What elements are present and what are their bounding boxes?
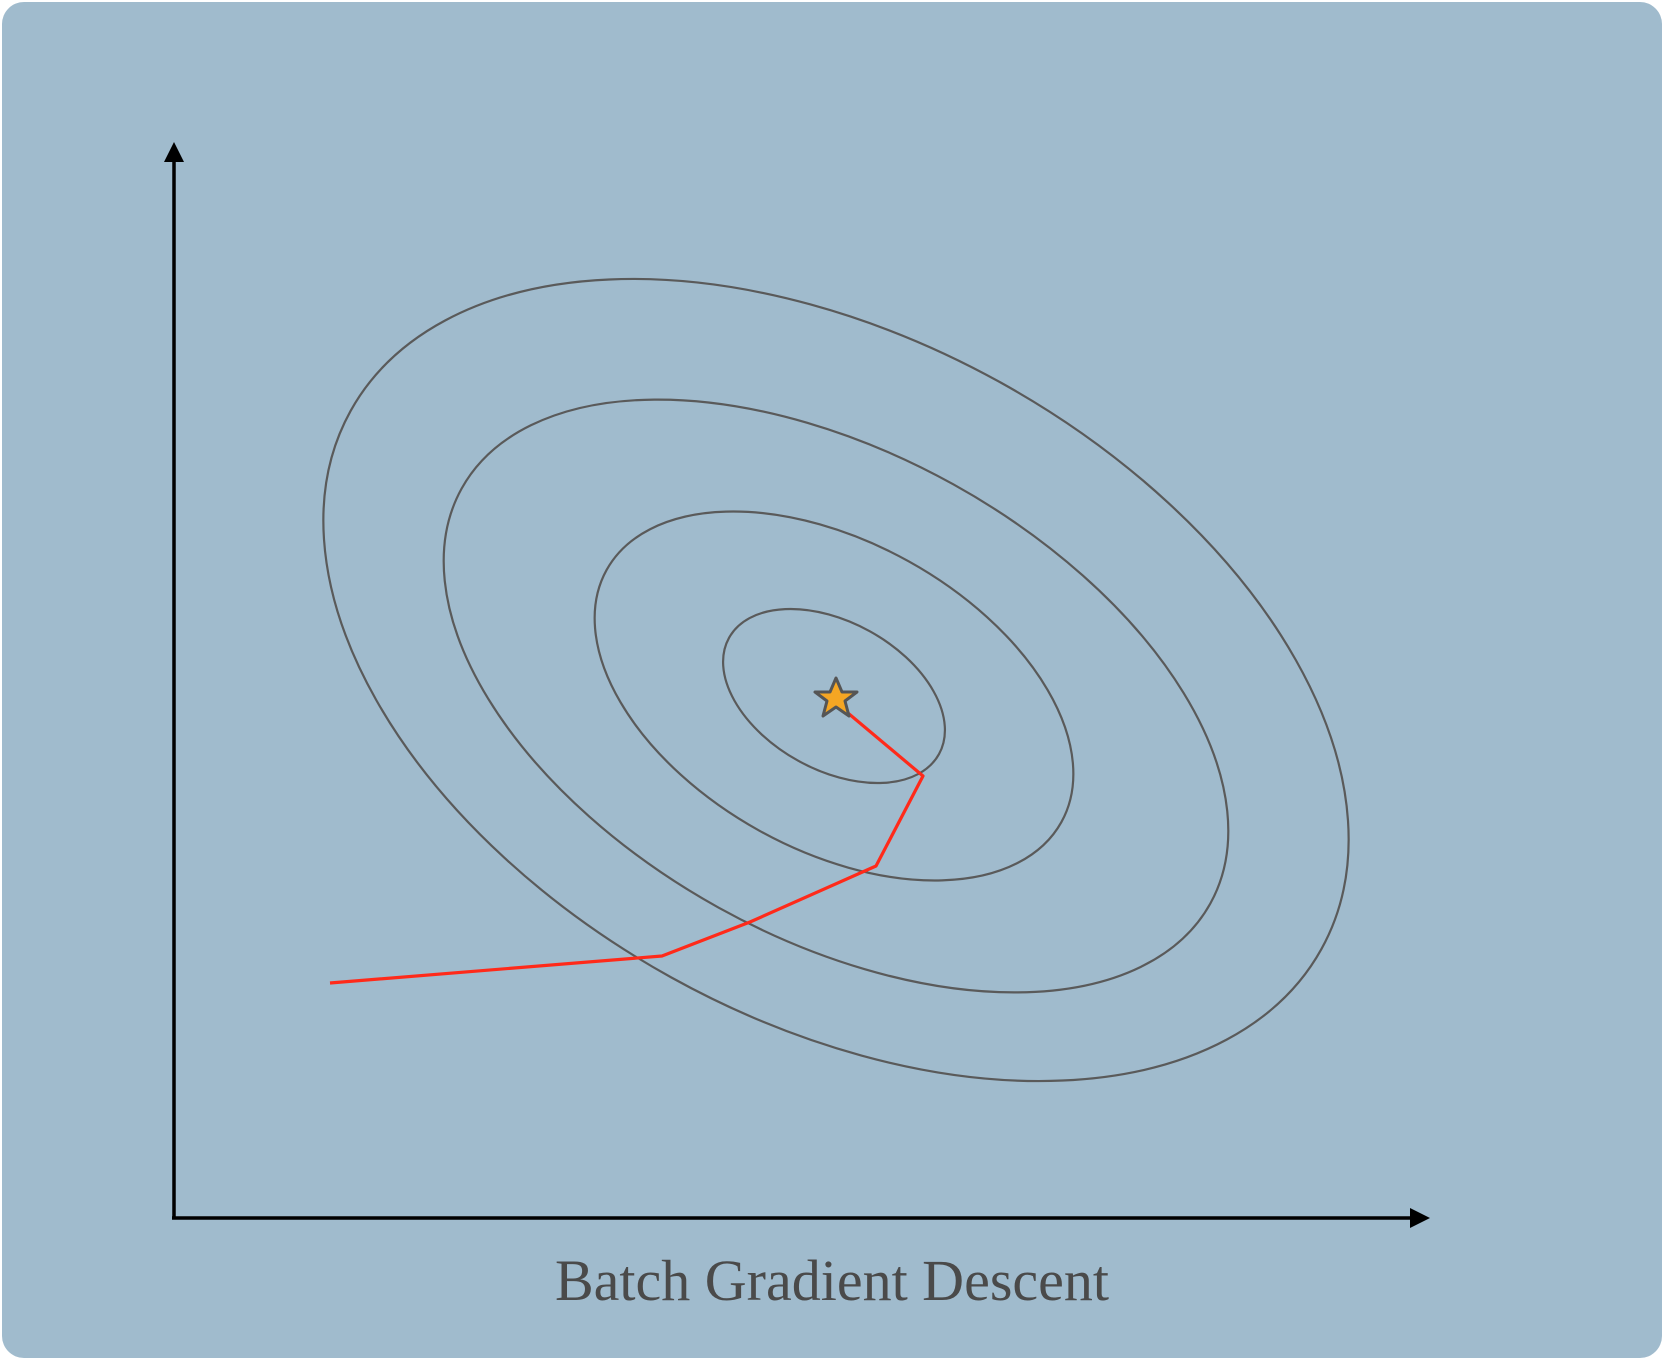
contours — [322, 277, 1350, 1083]
contour-second — [593, 510, 1075, 882]
star-icon — [813, 676, 859, 718]
diagram-caption: Batch Gradient Descent — [555, 1248, 1109, 1313]
contour-inner — [721, 607, 947, 785]
contour-outer — [322, 277, 1350, 1083]
y-axis-arrow-icon — [164, 142, 184, 162]
descent-path — [329, 701, 925, 985]
contour-third — [442, 398, 1230, 994]
x-axis-arrow-icon — [1410, 1208, 1430, 1228]
axes — [164, 142, 1430, 1228]
